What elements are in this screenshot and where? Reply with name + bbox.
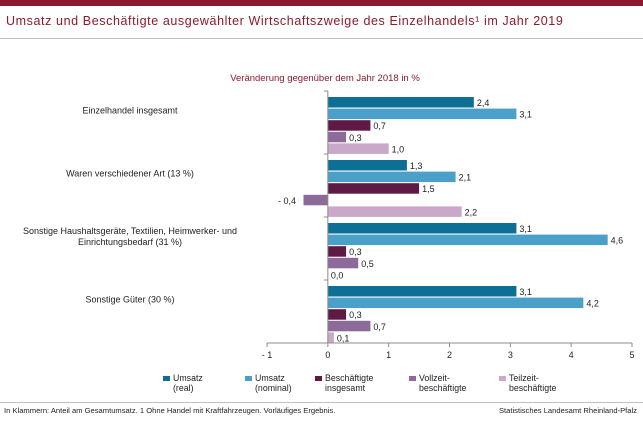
x-tick-label-3: 2 <box>447 350 452 360</box>
bar-4-4 <box>327 320 371 332</box>
bar-5-1 <box>327 143 389 154</box>
data-label-5-3: 0,0 <box>331 270 344 280</box>
bar-1-1 <box>327 97 474 108</box>
bar-1-2 <box>327 160 407 171</box>
legend-swatch-3 <box>315 376 322 381</box>
data-label-1-4: 3,1 <box>519 287 532 297</box>
category-label-3-line-1: Sonstige Haushaltsgeräte, Textilien, Hei… <box>23 226 237 236</box>
data-label-3-1: 0,7 <box>373 121 386 131</box>
legend-swatch-1 <box>163 376 170 381</box>
bar-1-3 <box>327 223 517 234</box>
data-label-1-2: 1,3 <box>410 161 423 171</box>
data-label-2-4: 4,2 <box>586 299 599 309</box>
bar-3-4 <box>327 309 347 320</box>
legend-label-1: Umsatz (real) <box>173 373 203 393</box>
bar-chart: Veränderung gegenüber dem Jahr 2018 in %… <box>23 73 634 360</box>
data-label-5-2: 2,2 <box>465 207 478 217</box>
x-tick-label-2: 1 <box>386 350 391 360</box>
data-label-1-3: 3,1 <box>519 224 532 234</box>
data-label-3-4: 0,3 <box>349 310 362 320</box>
x-tick-label-6: 5 <box>629 350 634 360</box>
data-label-4-3: 0,5 <box>361 259 374 269</box>
legend-label-5: Teilzeit- beschäftigte <box>509 373 557 393</box>
x-tick-label-1: 0 <box>325 350 330 360</box>
bar-4-1 <box>327 131 347 143</box>
legend-swatch-2 <box>245 376 252 381</box>
data-label-3-2: 1,5 <box>422 184 435 194</box>
source-credit: Statistisches Landesamt Rheinland-Pfalz <box>498 406 637 415</box>
footnote: In Klammern: Anteil am Gesamtumsatz. 1 O… <box>4 406 336 415</box>
data-label-1-1: 2,4 <box>477 98 490 108</box>
category-label-3-line-2: Einrichtungsbedarf (31 %) <box>78 237 182 247</box>
category-label-1: Einzelhandel insgesamt <box>82 106 178 116</box>
data-label-3-3: 0,3 <box>349 247 362 257</box>
category-label-2: Waren verschiedener Art (13 %) <box>66 169 194 179</box>
data-label-2-3: 4,6 <box>611 236 624 246</box>
bar-3-3 <box>327 246 347 257</box>
bar-4-3 <box>327 257 359 269</box>
title-divider <box>0 38 643 39</box>
category-label-4: Sonstige Güter (30 %) <box>85 295 174 305</box>
bar-3-2 <box>327 183 420 194</box>
data-label-4-1: 0,3 <box>349 133 362 143</box>
bar-1-4 <box>327 286 517 297</box>
bar-5-2 <box>327 206 462 217</box>
bar-2-1 <box>327 108 517 120</box>
data-label-5-4: 0,1 <box>337 333 350 343</box>
x-tick-label-5: 4 <box>569 350 574 360</box>
chart-legend: Umsatz (real) Umsatz (nominal) Beschäftigt… <box>163 373 633 399</box>
x-tick-label-4: 3 <box>508 350 513 360</box>
bar-2-3 <box>327 234 608 246</box>
data-label-4-2: - 0,4 <box>278 196 296 206</box>
legend-swatch-4 <box>409 376 416 381</box>
data-label-5-1: 1,0 <box>392 144 405 154</box>
x-tick-label-0: - 1 <box>262 350 273 360</box>
legend-label-3: Beschäftigte insgesamt <box>325 373 374 393</box>
data-label-2-1: 3,1 <box>519 110 532 120</box>
bar-2-4 <box>327 297 584 309</box>
bar-5-4 <box>327 332 334 343</box>
top-accent-bar <box>0 0 643 6</box>
data-label-4-4: 0,7 <box>373 322 386 332</box>
bar-2-2 <box>327 171 456 183</box>
bar-4-2 <box>303 194 328 206</box>
data-label-2-2: 2,1 <box>459 173 472 183</box>
chart-subtitle: Veränderung gegenüber dem Jahr 2018 in % <box>230 73 420 84</box>
legend-swatch-5 <box>499 376 506 381</box>
legend-label-4: Vollzeit- beschäftigte <box>419 373 467 393</box>
footer-divider <box>0 402 643 403</box>
legend-label-2: Umsatz (nominal) <box>255 373 292 393</box>
bar-3-1 <box>327 120 371 131</box>
chart-title: Umsatz und Beschäftigte ausgewählter Wir… <box>6 14 564 28</box>
